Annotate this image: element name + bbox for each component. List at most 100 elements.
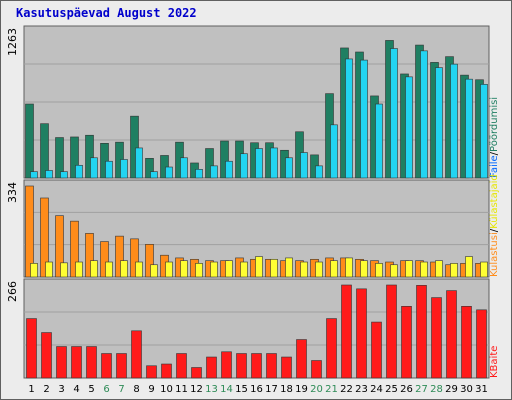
x-tick-label-day-1: 1 bbox=[28, 384, 34, 395]
y-axis-max-label-panel-2: 334 bbox=[6, 182, 19, 203]
bar-kulastusi-day-5 bbox=[85, 233, 94, 278]
bar-külastajaid-day-14 bbox=[225, 260, 233, 278]
bar-külastajaid-day-3 bbox=[60, 262, 68, 278]
legend-panel-1: Faile/Pöördumisi bbox=[489, 97, 500, 178]
bar-kbaite-day-29 bbox=[446, 290, 457, 379]
x-tick-label-day-11: 11 bbox=[175, 384, 188, 395]
bar-külastajaid-day-12 bbox=[195, 263, 203, 278]
legend-item-faile: Faile bbox=[489, 155, 500, 178]
bar-faile-day-20 bbox=[315, 165, 323, 179]
bar-kbaite-day-21 bbox=[326, 318, 337, 379]
bar-külastajaid-day-23 bbox=[360, 260, 368, 278]
bar-külastajaid-day-20 bbox=[315, 261, 323, 278]
x-tick-label-day-8: 8 bbox=[133, 384, 139, 395]
bar-külastajaid-day-27 bbox=[420, 261, 428, 278]
x-tick-label-day-16: 16 bbox=[250, 384, 263, 395]
x-tick-label-day-18: 18 bbox=[280, 384, 293, 395]
bar-külastajaid-day-7 bbox=[120, 260, 128, 278]
bar-faile-day-6 bbox=[105, 160, 113, 179]
bar-külastajaid-day-25 bbox=[390, 264, 398, 278]
bar-külastajaid-day-31 bbox=[480, 261, 488, 278]
x-tick-label-day-13: 13 bbox=[205, 384, 218, 395]
legend-item-poordumisi: Pöördumisi bbox=[489, 97, 500, 152]
x-tick-label-day-30: 30 bbox=[460, 384, 473, 395]
bar-pöördumisi-day-8 bbox=[130, 115, 139, 179]
bar-faile-day-26 bbox=[405, 76, 413, 179]
bar-faile-day-14 bbox=[225, 160, 233, 179]
x-tick-label-day-12: 12 bbox=[190, 384, 203, 395]
bar-külastajaid-day-18 bbox=[285, 257, 293, 278]
bar-kbaite-day-26 bbox=[401, 306, 412, 379]
bar-faile-day-5 bbox=[90, 157, 98, 179]
bar-külastajaid-day-30 bbox=[465, 256, 473, 278]
x-tick-label-day-28: 28 bbox=[430, 384, 443, 395]
bar-kulastusi-day-8 bbox=[130, 238, 139, 278]
bar-külastajaid-day-19 bbox=[300, 261, 308, 278]
x-tick-label-day-23: 23 bbox=[355, 384, 368, 395]
bar-faile-day-3 bbox=[60, 171, 68, 179]
bar-pöördumisi-day-2 bbox=[40, 123, 49, 179]
bar-kbaite-day-28 bbox=[431, 297, 442, 379]
bar-faile-day-31 bbox=[480, 84, 488, 179]
bar-kulastusi-day-2 bbox=[40, 197, 49, 278]
bar-kbaite-day-11 bbox=[176, 353, 187, 379]
bar-faile-day-19 bbox=[300, 152, 308, 179]
bar-faile-day-13 bbox=[210, 165, 218, 179]
x-tick-label-day-5: 5 bbox=[88, 384, 94, 395]
bar-kulastusi-day-4 bbox=[70, 220, 79, 278]
bar-pöördumisi-day-9 bbox=[145, 158, 154, 179]
legend-item-kulastusi: Kulastusi bbox=[489, 232, 500, 277]
bar-külastajaid-day-8 bbox=[135, 261, 143, 278]
bar-faile-day-4 bbox=[75, 164, 83, 179]
y-axis-max-label-panel-1: 1263 bbox=[6, 28, 19, 56]
bar-faile-day-25 bbox=[390, 48, 398, 179]
bar-kbaite-day-15 bbox=[236, 353, 247, 379]
bar-faile-day-30 bbox=[465, 78, 473, 179]
bar-kbaite-day-25 bbox=[386, 284, 397, 379]
bar-kulastusi-day-6 bbox=[100, 241, 109, 278]
bar-kbaite-day-16 bbox=[251, 353, 262, 379]
bar-faile-day-29 bbox=[450, 63, 458, 179]
x-tick-label-day-6: 6 bbox=[103, 384, 109, 395]
bar-kbaite-day-19 bbox=[296, 339, 307, 379]
x-tick-label-day-26: 26 bbox=[400, 384, 413, 395]
bar-kbaite-day-2 bbox=[41, 332, 52, 379]
bar-faile-day-15 bbox=[240, 153, 248, 179]
bar-faile-day-7 bbox=[120, 159, 128, 179]
bar-kbaite-day-9 bbox=[146, 365, 157, 379]
legend-separator: / bbox=[489, 228, 500, 232]
x-tick-label-day-24: 24 bbox=[370, 384, 383, 395]
bar-pöördumisi-day-14 bbox=[220, 140, 229, 179]
bar-kbaite-day-20 bbox=[311, 360, 322, 379]
bar-faile-day-11 bbox=[180, 157, 188, 179]
bar-faile-day-9 bbox=[150, 171, 158, 179]
bar-kulastusi-day-9 bbox=[145, 244, 154, 278]
bar-külastajaid-day-9 bbox=[150, 264, 158, 278]
bar-kbaite-day-10 bbox=[161, 363, 172, 379]
bar-külastajaid-day-11 bbox=[180, 260, 188, 278]
bar-pöördumisi-day-4 bbox=[70, 136, 79, 179]
bar-kbaite-day-8 bbox=[131, 330, 142, 379]
bar-külastajaid-day-28 bbox=[435, 260, 443, 278]
bar-kbaite-day-27 bbox=[416, 285, 427, 379]
chart-title: Kasutuspäevad August 2022 bbox=[16, 6, 197, 20]
bar-kbaite-day-31 bbox=[476, 309, 487, 379]
bar-külastajaid-day-22 bbox=[345, 257, 353, 278]
legend-item-kbaite: KBaite bbox=[489, 346, 500, 378]
legend-separator: / bbox=[489, 151, 500, 155]
bar-kulastusi-day-7 bbox=[115, 235, 124, 278]
bar-faile-day-16 bbox=[255, 148, 263, 179]
bar-kbaite-day-1 bbox=[26, 318, 37, 379]
bar-külastajaid-day-13 bbox=[210, 261, 218, 278]
bar-faile-day-12 bbox=[195, 169, 203, 179]
bar-kbaite-day-14 bbox=[221, 351, 232, 379]
x-tick-label-day-9: 9 bbox=[148, 384, 154, 395]
bar-kbaite-day-24 bbox=[371, 321, 382, 379]
bar-pöördumisi-day-6 bbox=[100, 143, 109, 179]
bar-külastajaid-day-2 bbox=[45, 261, 53, 278]
bar-faile-day-10 bbox=[165, 166, 173, 179]
bar-pöördumisi-day-1 bbox=[25, 103, 34, 179]
x-tick-label-day-2: 2 bbox=[43, 384, 49, 395]
bar-faile-day-22 bbox=[345, 58, 353, 179]
